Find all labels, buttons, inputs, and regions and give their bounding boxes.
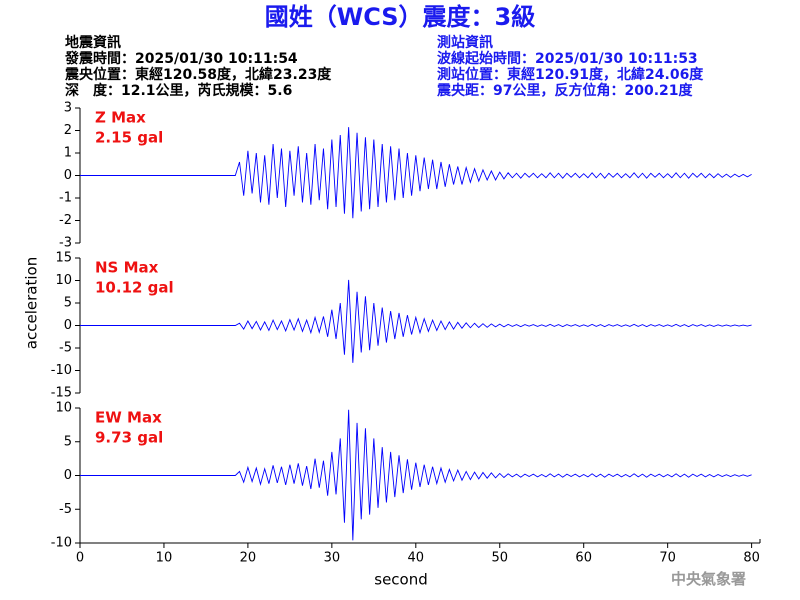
y-tick-label: 1 bbox=[64, 146, 72, 161]
annotation: 9.73 gal bbox=[95, 429, 163, 447]
y-tick-label: -15 bbox=[51, 386, 72, 401]
y-tick-label: -2 bbox=[59, 213, 72, 228]
y-tick-label: 10 bbox=[55, 401, 72, 416]
station-line: 測站資訊 bbox=[437, 34, 493, 51]
y-tick-label: 0 bbox=[64, 468, 72, 483]
x-tick-label: 40 bbox=[408, 551, 425, 566]
info-line: 地震資訊 bbox=[65, 34, 121, 51]
station-line: 測站位置：東經120.91度，北緯24.06度 bbox=[437, 66, 704, 83]
station-line: 波線起始時間：2025/01/30 10:11:53 bbox=[437, 50, 698, 67]
annotation: Z Max bbox=[95, 109, 146, 127]
annotation: NS Max bbox=[95, 259, 159, 277]
y-tick-label: 10 bbox=[55, 273, 72, 288]
y-axis-label: acceleration bbox=[23, 257, 41, 349]
x-tick-label: 30 bbox=[324, 551, 341, 566]
y-tick-label: -5 bbox=[59, 341, 72, 356]
y-tick-label: -5 bbox=[59, 502, 72, 517]
x-tick-label: 0 bbox=[76, 551, 84, 566]
annotation: EW Max bbox=[95, 409, 162, 427]
y-tick-label: -3 bbox=[59, 236, 72, 251]
x-tick-label: 20 bbox=[240, 551, 257, 566]
station-line: 震央距：97公里，反方位角：200.21度 bbox=[436, 82, 694, 99]
credit: 中央氣象署 bbox=[671, 570, 746, 588]
chart-title: 國姓（WCS）震度：3級 bbox=[265, 3, 536, 31]
y-tick-label: 3 bbox=[64, 101, 72, 116]
y-tick-label: 15 bbox=[55, 251, 72, 266]
y-tick-label: 0 bbox=[64, 318, 72, 333]
x-tick-label: 80 bbox=[743, 551, 760, 566]
y-tick-label: 5 bbox=[64, 434, 72, 449]
annotation: 2.15 gal bbox=[95, 129, 163, 147]
y-tick-label: -10 bbox=[51, 363, 72, 378]
waveform bbox=[80, 409, 752, 541]
x-tick-label: 10 bbox=[156, 551, 173, 566]
x-tick-label: 50 bbox=[491, 551, 508, 566]
y-tick-label: -1 bbox=[59, 191, 72, 206]
info-line: 震央位置：東經120.58度，北緯23.23度 bbox=[64, 66, 332, 83]
x-axis-label: second bbox=[374, 571, 428, 589]
waveform bbox=[80, 279, 752, 363]
info-line: 深 度：12.1公里，芮氏規模：5.6 bbox=[65, 82, 292, 99]
y-tick-label: 2 bbox=[64, 123, 72, 138]
x-tick-label: 70 bbox=[659, 551, 676, 566]
waveform bbox=[80, 127, 752, 219]
y-tick-label: 0 bbox=[64, 168, 72, 183]
y-tick-label: -10 bbox=[51, 536, 72, 551]
y-tick-label: 5 bbox=[64, 296, 72, 311]
x-tick-label: 60 bbox=[575, 551, 592, 566]
info-line: 發震時間：2025/01/30 10:11:54 bbox=[64, 50, 298, 67]
annotation: 10.12 gal bbox=[95, 279, 174, 297]
